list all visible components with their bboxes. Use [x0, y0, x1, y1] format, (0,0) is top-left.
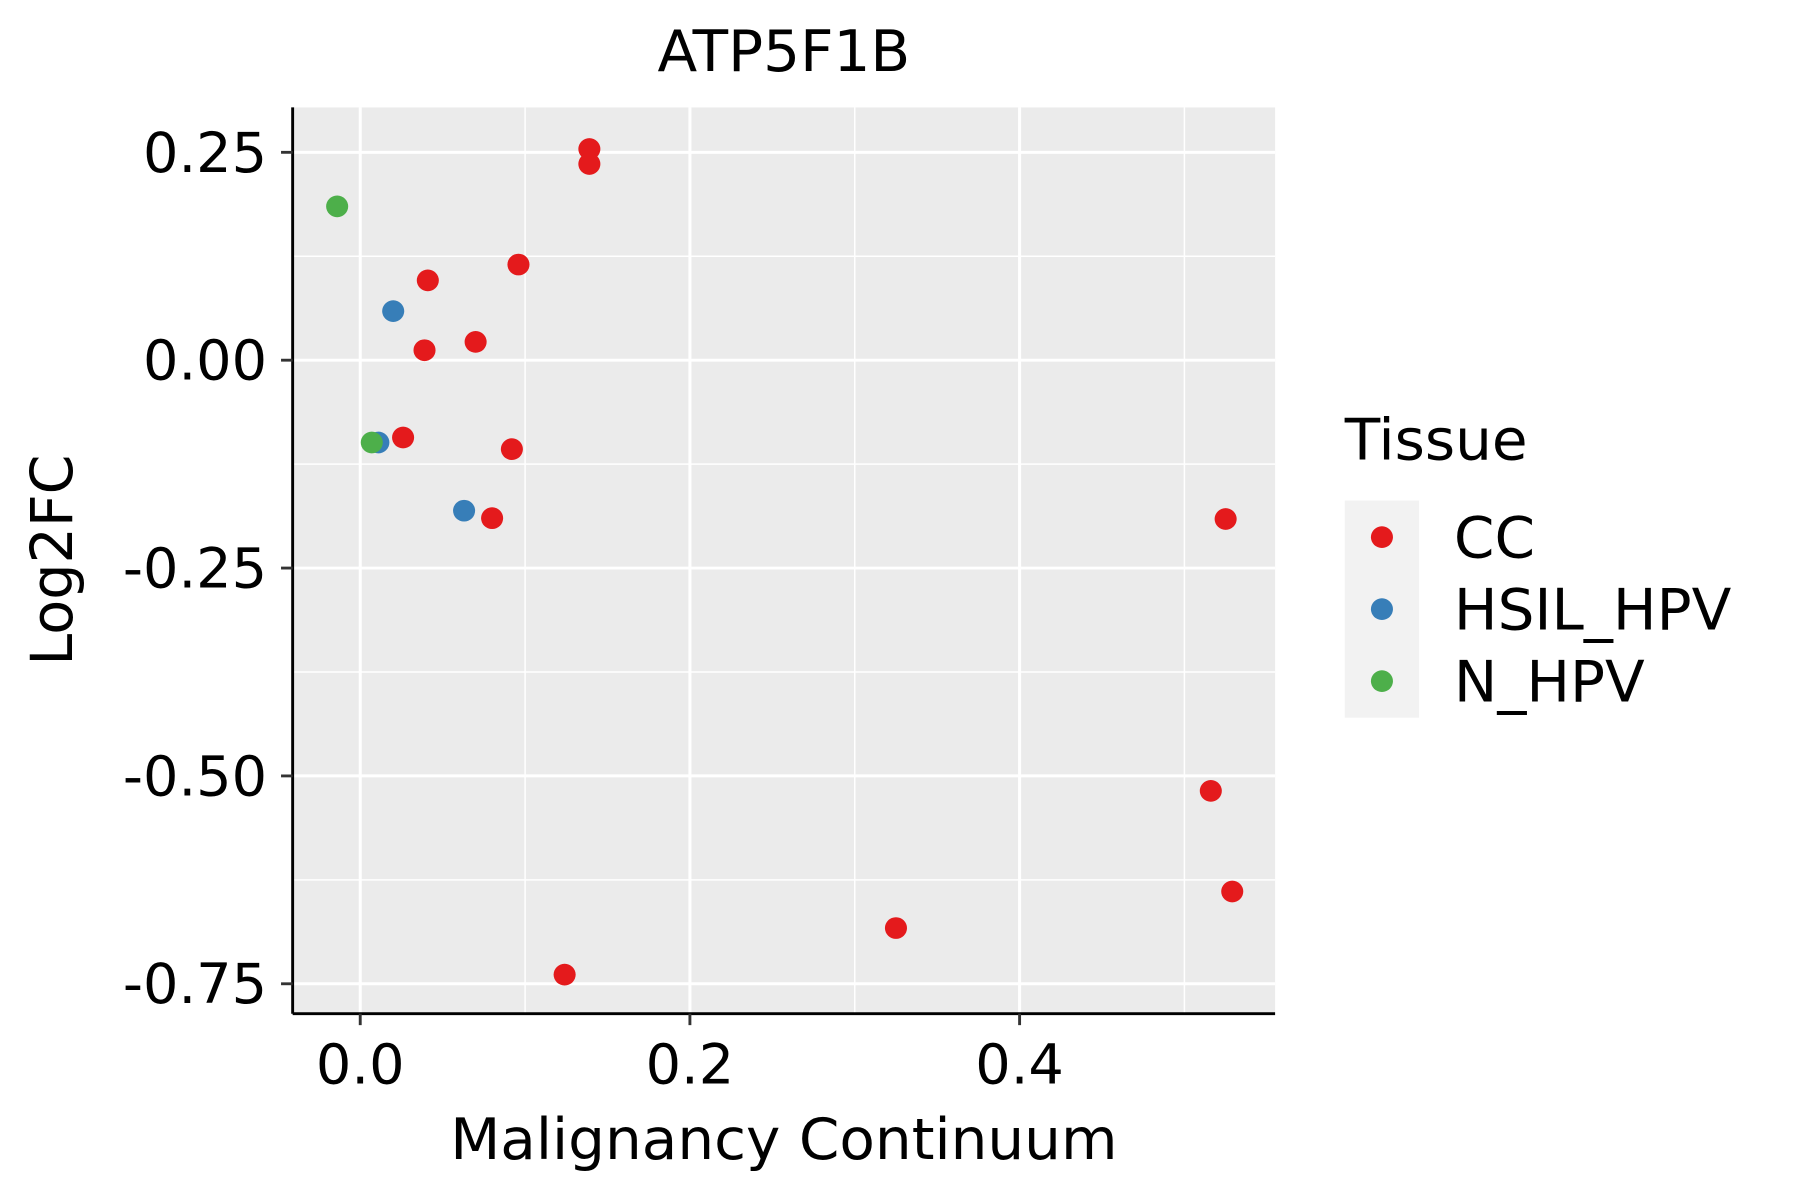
legend-label: N_HPV	[1454, 649, 1645, 715]
x-axis-label: Malignancy Continuum	[450, 1106, 1117, 1172]
data-point-cc	[578, 153, 601, 175]
data-point-hsil-hpv	[453, 499, 476, 522]
legend-label: HSIL_HPV	[1454, 577, 1731, 643]
data-point-cc	[464, 331, 487, 353]
data-point-hsil-hpv	[382, 300, 405, 322]
data-point-cc	[413, 339, 436, 362]
y-tick-label: -0.75	[123, 954, 267, 1017]
data-point-cc	[1199, 780, 1222, 802]
axis-ticks: 0.0 0.2 0.4 0.25 0.00 -0.25 -0.50 -0.75	[123, 122, 1064, 1097]
y-axis-label: Log2FC	[19, 454, 87, 665]
data-point-cc	[884, 917, 907, 939]
data-point-cc	[392, 426, 415, 449]
y-tick-label: 0.00	[143, 330, 267, 393]
legend-key-hsil-hpv	[1370, 598, 1393, 620]
legend-key-n-hpv	[1370, 670, 1393, 692]
chart-title: ATP5F1B	[657, 18, 910, 84]
y-tick-label: -0.50	[123, 746, 267, 809]
data-point-cc	[500, 438, 523, 461]
x-tick-label: 0.0	[316, 1034, 405, 1097]
data-point-n-hpv	[360, 431, 383, 454]
x-tick-label: 0.4	[975, 1034, 1064, 1097]
data-points	[326, 138, 1244, 986]
data-point-cc	[1221, 880, 1244, 903]
data-point-cc	[1214, 508, 1237, 530]
legend-key-cc	[1370, 526, 1393, 548]
legend-title: Tissue	[1344, 407, 1528, 473]
y-tick-label: 0.25	[143, 122, 267, 185]
plot-panel	[292, 107, 1276, 1014]
data-point-cc	[416, 269, 439, 292]
gridlines	[292, 107, 1276, 1014]
data-point-cc	[507, 253, 530, 276]
y-tick-label: -0.25	[123, 538, 267, 601]
data-point-cc	[578, 138, 601, 160]
data-point-n-hpv	[326, 195, 349, 218]
data-point-cc	[553, 963, 576, 986]
x-tick-label: 0.2	[646, 1034, 735, 1097]
legend-label: CC	[1454, 505, 1535, 571]
data-point-cc	[481, 507, 504, 530]
